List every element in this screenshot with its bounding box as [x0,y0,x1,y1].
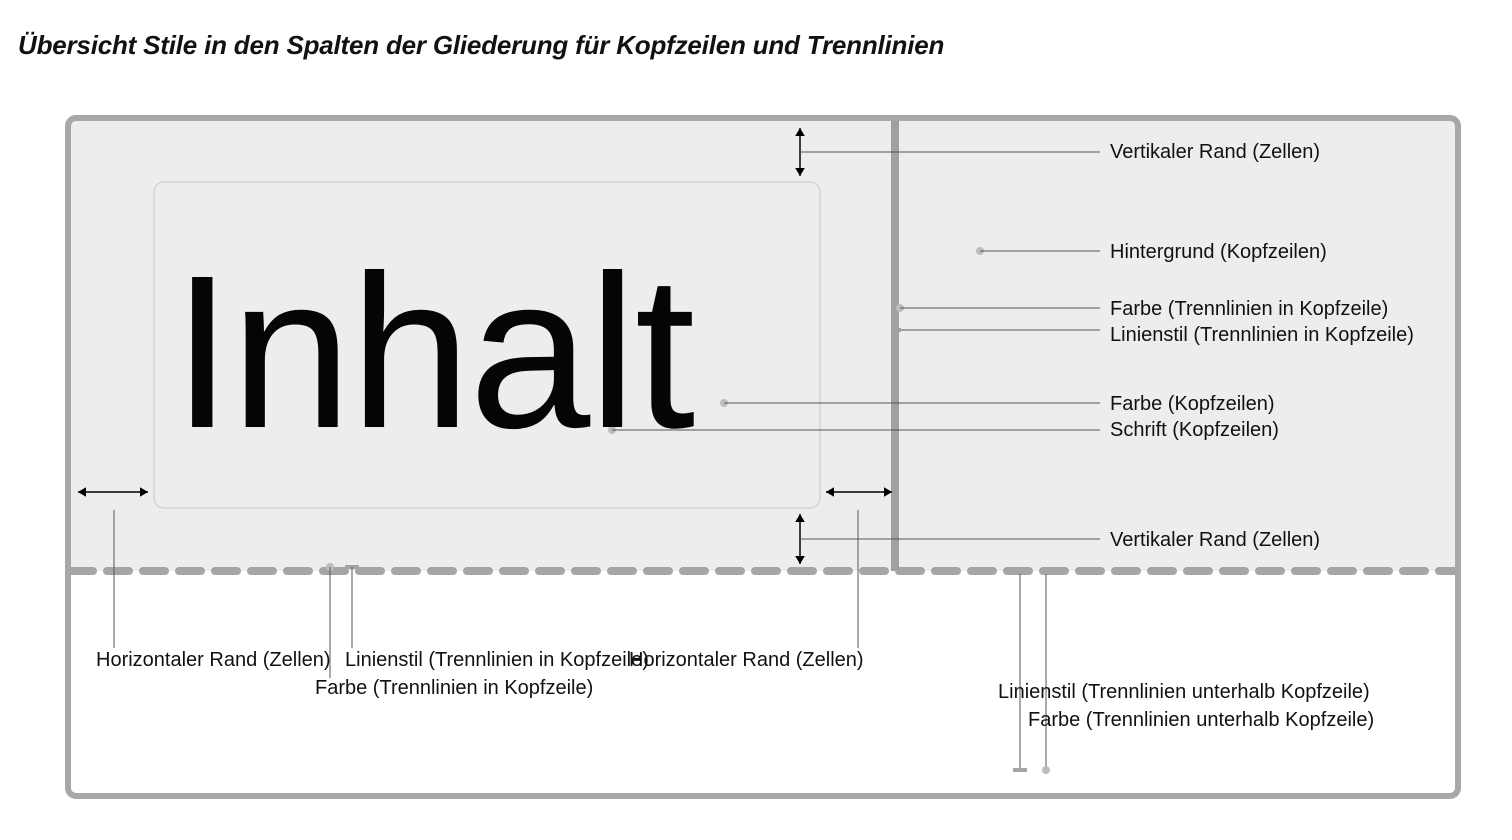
label-below-sep-color: Farbe (Trennlinien unterhalb Kopfzeile) [1028,708,1374,732]
content-word: Inhalt [172,228,693,478]
label-sep-style-header-b: Linienstil (Trennlinien in Kopfzeile) [345,648,649,672]
label-horiz-margin-left: Horizontaler Rand (Zellen) [96,648,331,672]
label-font-header: Schrift (Kopfzeilen) [1110,418,1279,442]
label-below-sep-style: Linienstil (Trennlinien unterhalb Kopfze… [998,680,1370,704]
label-sep-color-header: Farbe (Trennlinien in Kopfzeile) [1110,297,1388,321]
label-sep-style-header: Linienstil (Trennlinien in Kopfzeile) [1110,323,1414,347]
label-vert-margin-top: Vertikaler Rand (Zellen) [1110,140,1320,164]
label-sep-color-header-b: Farbe (Trennlinien in Kopfzeile) [315,676,593,700]
label-color-header: Farbe (Kopfzeilen) [1110,392,1275,416]
label-horiz-margin-right: Horizontaler Rand (Zellen) [629,648,864,672]
label-bg-header: Hintergrund (Kopfzeilen) [1110,240,1327,264]
label-vert-margin-bottom: Vertikaler Rand (Zellen) [1110,528,1320,552]
